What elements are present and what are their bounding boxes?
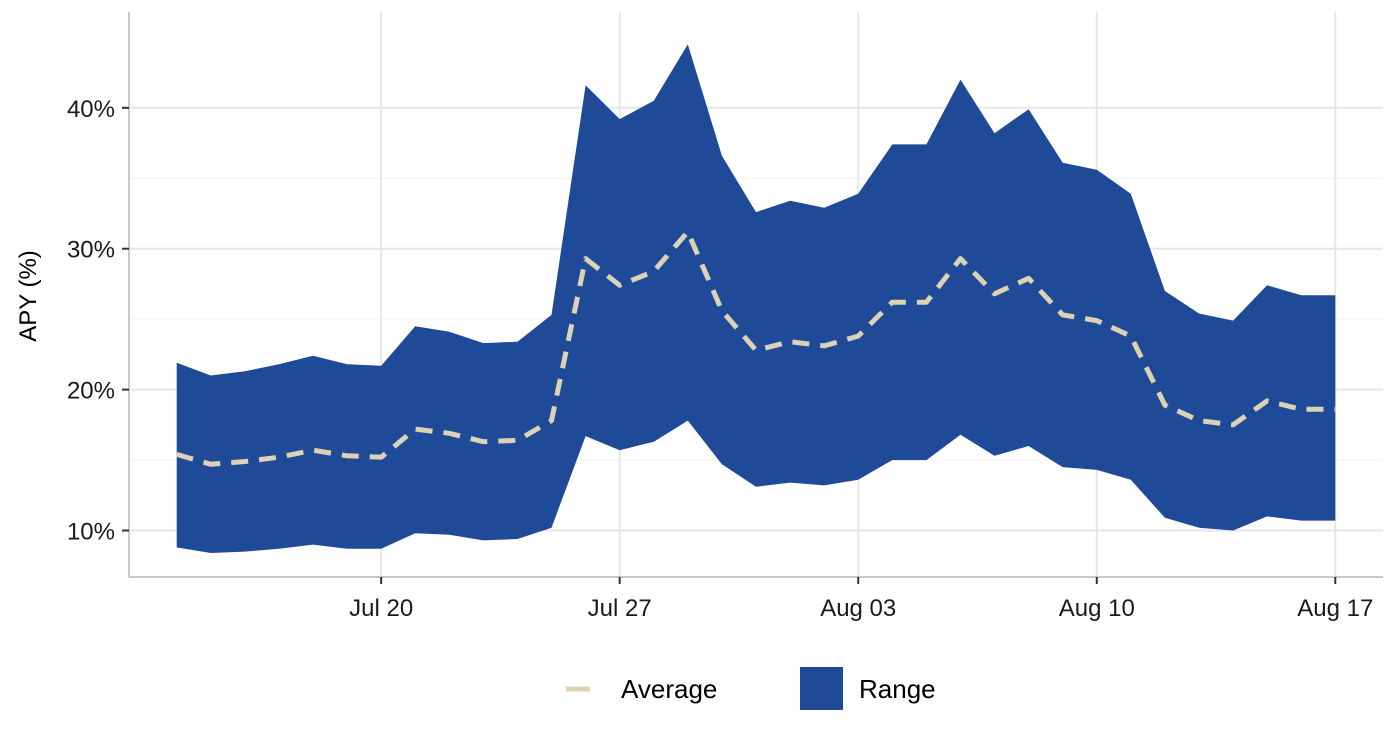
y-tick-label: 10% [67,519,115,546]
legend-range-label: Range [859,674,936,704]
x-tick-label: Aug 10 [1059,595,1135,622]
x-tick-labels: Jul 20 Jul 27 Aug 03 Aug 10 Aug 17 [349,577,1373,622]
x-tick-label: Jul 27 [588,595,652,622]
average-line [176,229,1336,467]
y-axis-title: APY (%) [15,250,42,342]
x-tick-label: Jul 20 [349,595,413,622]
y-tick-labels: 10% 20% 30% 40% [67,96,129,546]
range-ribbon-layer [176,44,1336,554]
legend-average-label: Average [621,674,717,704]
x-tick-label: Aug 03 [820,595,896,622]
x-tick-label: Aug 17 [1297,595,1373,622]
axes [128,12,1383,578]
range-ribbon [176,44,1336,554]
average-line-layer [176,229,1336,467]
legend: Average Range [566,667,936,710]
y-tick-label: 30% [67,237,115,264]
y-tick-label: 40% [67,96,115,123]
legend-range-key [800,667,843,710]
y-tick-label: 20% [67,378,115,405]
